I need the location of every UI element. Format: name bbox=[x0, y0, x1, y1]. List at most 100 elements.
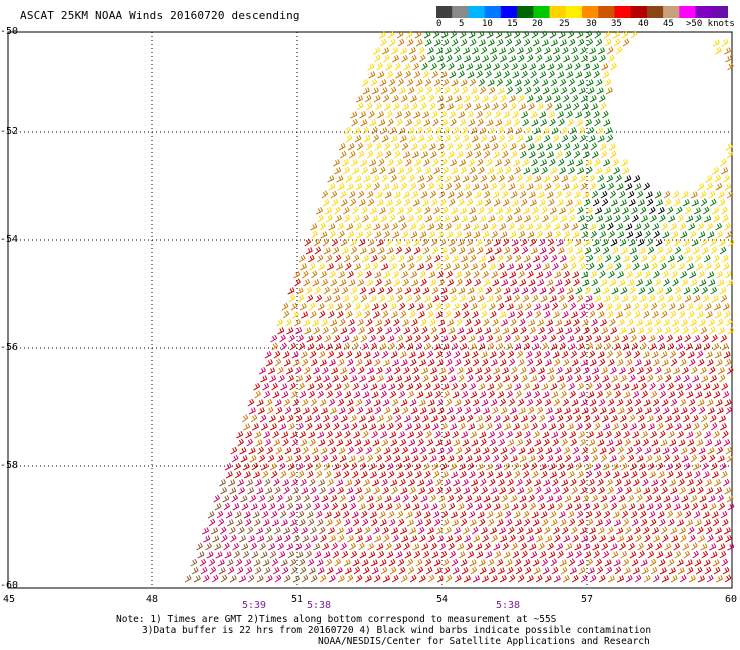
wind-barb bbox=[512, 550, 520, 559]
wind-barb bbox=[615, 478, 622, 487]
wind-barb bbox=[511, 414, 519, 423]
wind-barb bbox=[544, 182, 552, 191]
wind-barb bbox=[499, 94, 507, 103]
wind-barb bbox=[261, 510, 269, 519]
wind-barb bbox=[523, 38, 531, 47]
wind-barb bbox=[572, 231, 580, 239]
wind-barb bbox=[610, 239, 618, 247]
wind-barb bbox=[384, 366, 392, 375]
wind-barb bbox=[700, 238, 708, 247]
wind-barb bbox=[409, 486, 416, 495]
wind-barb bbox=[346, 183, 354, 191]
wind-barb bbox=[265, 359, 273, 367]
wind-barb bbox=[614, 302, 622, 311]
wind-barb bbox=[423, 206, 431, 215]
wind-barb bbox=[714, 174, 722, 183]
wind-barb bbox=[652, 574, 660, 583]
wind-barb bbox=[644, 534, 651, 543]
wind-barb bbox=[308, 567, 316, 575]
wind-barb bbox=[428, 230, 436, 239]
wind-barb bbox=[349, 542, 356, 551]
wind-barb bbox=[484, 542, 491, 551]
wind-barb bbox=[711, 471, 719, 479]
wind-barb bbox=[375, 278, 382, 287]
wind-barb bbox=[703, 519, 711, 527]
wind-barb bbox=[633, 478, 640, 487]
wind-barb bbox=[708, 454, 716, 463]
wind-barb bbox=[675, 470, 683, 479]
wind-barb bbox=[540, 422, 547, 431]
wind-barb bbox=[310, 358, 318, 367]
wind-barb bbox=[696, 310, 704, 319]
wind-barb bbox=[592, 543, 600, 551]
wind-barb bbox=[698, 406, 706, 415]
wind-barb bbox=[407, 302, 415, 311]
wind-barb bbox=[552, 174, 560, 183]
wind-barb bbox=[482, 447, 490, 455]
wind-barb bbox=[595, 519, 603, 527]
wind-barb bbox=[523, 167, 531, 175]
wind-barb bbox=[435, 310, 443, 319]
wind-barb bbox=[443, 390, 450, 399]
wind-barb bbox=[524, 430, 531, 439]
wind-barb bbox=[515, 215, 523, 223]
wind-barb bbox=[617, 407, 625, 415]
wind-barb bbox=[535, 398, 543, 407]
wind-barb bbox=[726, 495, 734, 503]
wind-barb bbox=[272, 430, 279, 439]
wind-barb bbox=[199, 558, 207, 567]
wind-barb bbox=[422, 550, 430, 559]
wind-barb bbox=[510, 191, 518, 199]
wind-barb bbox=[249, 455, 257, 463]
wind-barb bbox=[538, 502, 546, 511]
wind-barb bbox=[698, 534, 706, 543]
wind-barb bbox=[339, 279, 347, 287]
wind-barb bbox=[601, 414, 609, 423]
wind-barb bbox=[536, 102, 544, 111]
wind-barb bbox=[441, 335, 449, 343]
wind-barb bbox=[391, 398, 399, 407]
legend-label: 25 bbox=[559, 19, 570, 29]
wind-barb bbox=[600, 318, 607, 327]
wind-barb bbox=[531, 30, 539, 39]
wind-barb bbox=[469, 166, 476, 175]
wind-barb bbox=[242, 550, 250, 559]
wind-barb bbox=[415, 254, 423, 263]
wind-barb bbox=[393, 278, 401, 287]
wind-barb bbox=[191, 566, 199, 575]
wind-barb bbox=[524, 566, 532, 575]
wind-barb bbox=[360, 119, 368, 127]
wind-barb bbox=[307, 558, 315, 567]
wind-barb bbox=[324, 470, 332, 479]
wind-barb bbox=[472, 358, 480, 367]
wind-barb bbox=[534, 46, 542, 55]
wind-barb bbox=[542, 214, 549, 223]
wind-barb bbox=[551, 214, 558, 223]
wind-barb bbox=[201, 527, 210, 535]
wind-barb bbox=[486, 510, 494, 519]
wind-barb bbox=[356, 230, 364, 239]
wind-barb bbox=[530, 70, 537, 79]
wind-barb bbox=[479, 566, 487, 575]
wind-barb bbox=[452, 263, 460, 271]
wind-barb bbox=[434, 126, 442, 135]
wind-barb bbox=[282, 310, 290, 319]
wind-barb bbox=[419, 407, 427, 415]
wind-barb bbox=[661, 359, 669, 367]
wind-barb bbox=[616, 183, 624, 191]
wind-barb bbox=[679, 358, 687, 367]
wind-barb bbox=[612, 422, 619, 431]
wind-barb bbox=[286, 327, 294, 335]
wind-barb bbox=[357, 278, 365, 287]
wind-barb bbox=[252, 511, 260, 519]
wind-barb bbox=[376, 414, 384, 423]
wind-barb bbox=[367, 326, 375, 335]
wind-barb bbox=[417, 479, 425, 487]
wind-barb bbox=[409, 95, 417, 103]
wind-barb bbox=[630, 334, 637, 343]
wind-barb bbox=[450, 294, 458, 303]
wind-barb bbox=[560, 390, 567, 399]
wind-barb bbox=[337, 222, 344, 231]
wind-barb bbox=[358, 542, 365, 551]
wind-barb bbox=[713, 566, 721, 575]
